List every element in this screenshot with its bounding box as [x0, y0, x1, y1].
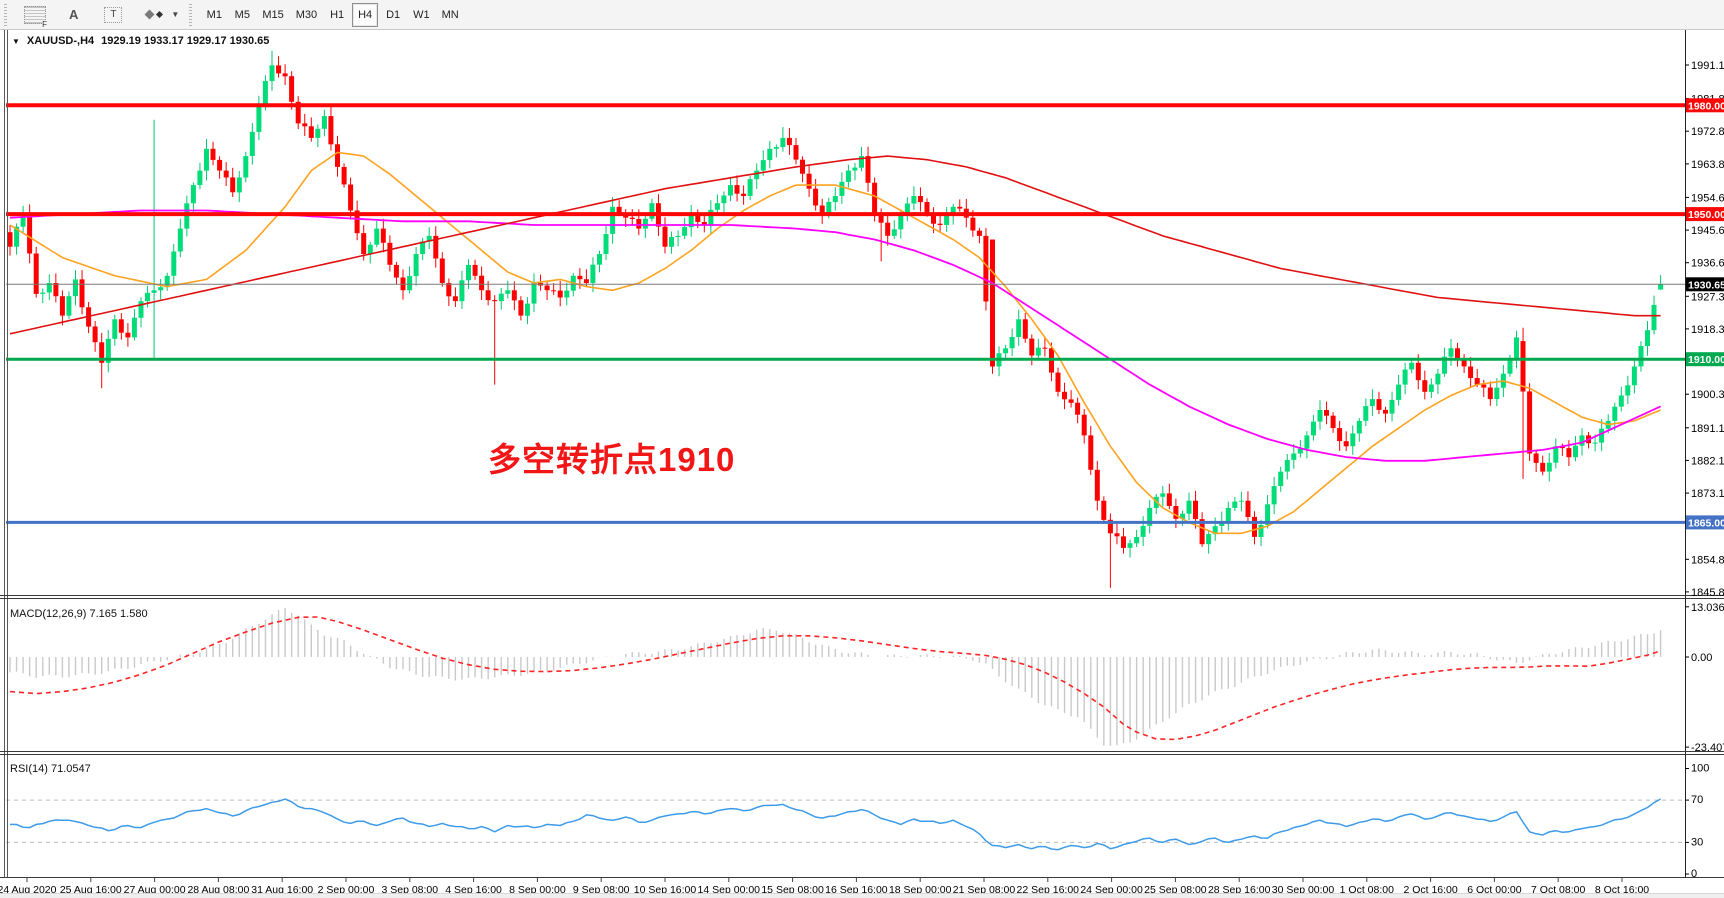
price-tick-label: 1927.35 — [1691, 291, 1724, 303]
rsi-axis-label: 30 — [1691, 836, 1703, 848]
rsi-indicator-label: RSI(14) 71.0547 — [10, 763, 91, 775]
chart-canvas[interactable]: 1991.101981.851972.851963.851954.601945.… — [0, 30, 1724, 898]
price-tick-label: 1991.10 — [1691, 60, 1724, 72]
symbol-title: XAUUSD-,H4 — [26, 35, 95, 47]
arrow-objects-button[interactable]: ▼ — [135, 3, 184, 27]
price-tick-label: 1854.85 — [1691, 554, 1724, 566]
price-tick-label: 1900.35 — [1691, 389, 1724, 401]
rsi-axis-label: 70 — [1691, 794, 1703, 806]
macd-axis-label: 0.00 — [1691, 652, 1712, 664]
toolbar-grip[interactable] — [4, 3, 11, 26]
symbol-ohlc: 1929.19 1933.17 1929.17 1930.65 — [101, 35, 270, 47]
chart-annotation-text[interactable]: 多空转折点1910 — [488, 441, 736, 478]
main-price-panel[interactable] — [7, 50, 1664, 588]
price-tag-label-pivot-1910: 1910.00 — [1688, 354, 1724, 366]
candlesticks — [7, 50, 1664, 588]
symbol-dropdown-icon[interactable]: ▼ — [12, 36, 20, 46]
dropdown-caret-icon: ▼ — [171, 10, 180, 19]
macd-panel[interactable] — [9, 608, 1662, 746]
main-toolbar: F A T ▼ M1 M5 M15 M30 H1 H4 D1 W1 MN — [0, 0, 1724, 30]
ma-mid-magenta — [9, 209, 1661, 462]
ma-fast-orange — [9, 151, 1661, 535]
price-tick-label: 1891.10 — [1691, 423, 1724, 435]
rsi-line — [9, 798, 1661, 851]
macd-axis-label: -23.407 — [1691, 742, 1724, 754]
price-tag-label-support-1865: 1865.00 — [1688, 517, 1724, 529]
price-tick-label: 1963.85 — [1691, 159, 1724, 171]
text-a-icon: A — [69, 7, 79, 22]
price-tag-resistance-1980 — [1686, 98, 1724, 113]
price-tag-support-1865 — [1686, 515, 1724, 530]
macd-axis-label: 13.036 — [1691, 602, 1724, 614]
arrow-styles-icon — [144, 9, 164, 20]
bottom-edge-strip — [0, 893, 1724, 898]
price-tick-label: 1873.10 — [1691, 488, 1724, 500]
insert-text-button[interactable]: A — [56, 3, 91, 27]
timeframe-button-m15[interactable]: M15 — [262, 8, 284, 21]
price-tick-label: 1972.85 — [1691, 126, 1724, 138]
rsi-panel[interactable] — [6, 798, 1685, 851]
timeframe-button-w1[interactable]: W1 — [413, 8, 430, 21]
timeframe-button-h4[interactable]: H4 — [352, 2, 379, 27]
price-tag-label-resistance-1950: 1950.00 — [1688, 209, 1724, 221]
chart-area[interactable]: 1991.101981.851972.851963.851954.601945.… — [0, 30, 1724, 898]
macd-indicator-label: MACD(12,26,9) 7.165 1.580 — [10, 608, 148, 620]
ma-slow-red — [9, 155, 1661, 335]
price-tag-current — [1686, 277, 1724, 292]
timeframe-button-m1[interactable]: M1 — [206, 8, 222, 21]
price-tick-label: 1936.60 — [1691, 258, 1724, 270]
timeframe-button-mn[interactable]: MN — [441, 8, 459, 21]
timeframe-button-d1[interactable]: D1 — [386, 8, 401, 21]
symbol-info-bar[interactable]: ▼ XAUUSD-,H4 1929.19 1933.17 1929.17 193… — [12, 35, 269, 47]
price-tag-pivot-1910 — [1686, 352, 1724, 367]
rsi-axis-label: 0 — [1691, 868, 1697, 880]
price-tick-label: 1954.60 — [1691, 192, 1724, 204]
price-tick-label: 1845.85 — [1691, 587, 1724, 599]
price-tick-label: 1918.35 — [1691, 324, 1724, 336]
insert-label-button[interactable]: T — [93, 3, 133, 27]
text-label-icon: T — [104, 6, 123, 23]
price-tag-label-current: 1930.65 — [1688, 279, 1724, 291]
price-tick-label: 1945.60 — [1691, 225, 1724, 237]
price-tag-resistance-1950 — [1686, 207, 1724, 222]
chart-shift-grid-button[interactable]: F — [16, 3, 54, 29]
rsi-axis-label: 100 — [1691, 763, 1709, 775]
toolbar-separator-grip[interactable] — [189, 3, 197, 26]
price-axis[interactable]: 1991.101981.851972.851963.851954.601945.… — [1685, 60, 1724, 880]
macd-signal-line — [9, 616, 1661, 741]
timeframe-group: M1 M5 M15 M30 H1 H4 D1 W1 MN — [200, 2, 464, 27]
timeframe-button-h1[interactable]: H1 — [330, 8, 345, 21]
timeframe-button-m30[interactable]: M30 — [295, 8, 318, 21]
chart-shift-grid-icon: F — [24, 5, 47, 29]
price-tick-label: 1882.10 — [1691, 455, 1724, 467]
price-tag-label-resistance-1980: 1980.00 — [1688, 100, 1724, 112]
timeframe-button-m5[interactable]: M5 — [234, 8, 250, 21]
